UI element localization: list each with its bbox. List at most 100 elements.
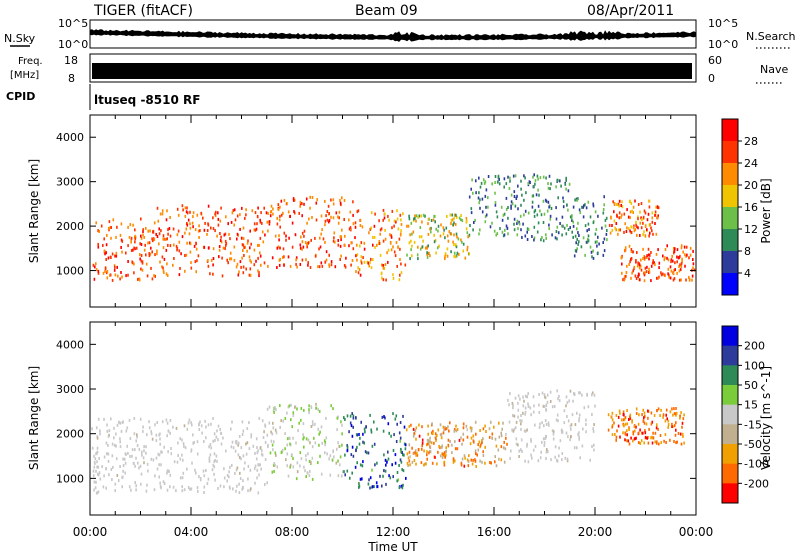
data-point [426,457,428,461]
data-point [218,255,220,259]
data-point [635,412,638,415]
data-point [334,265,337,269]
data-point [246,241,249,245]
data-point [109,255,112,259]
data-point [238,270,240,274]
data-point [320,232,322,236]
velocity-data-points [91,389,685,495]
data-point [282,211,284,215]
data-point [629,413,632,417]
velocity-x-ticks [89,322,697,515]
data-point [190,421,192,425]
data-point [345,256,347,260]
data-point [534,423,536,427]
data-point [196,440,199,444]
data-point [591,391,594,395]
data-point [643,416,645,420]
data-point [646,228,648,232]
data-point [304,469,306,473]
data-point [140,236,143,240]
data-point [135,246,138,250]
data-point [573,392,575,396]
data-point [485,213,488,217]
data-point [541,236,543,239]
data-point [545,199,548,203]
data-point [628,442,631,446]
data-point [367,261,370,265]
data-point [206,482,209,486]
data-point [673,268,675,272]
data-point [565,431,568,435]
data-point [684,253,686,257]
data-point [337,441,339,445]
data-point [107,452,110,456]
data-point [286,411,288,415]
data-point [186,206,188,210]
data-point [498,457,500,461]
data-point [637,431,640,435]
data-point [512,403,514,407]
data-point [620,204,622,207]
data-point [242,249,244,252]
data-point [612,200,614,204]
data-point [212,272,214,276]
data-point [505,432,507,436]
data-point [472,458,474,462]
data-point [471,178,473,182]
colorbar-swatch [722,365,738,386]
data-point [408,217,411,221]
data-point [257,449,259,453]
data-point [283,263,285,267]
data-point [212,257,215,260]
data-point [596,244,598,248]
data-point [585,423,587,426]
data-point [233,245,236,249]
data-point [574,198,576,202]
data-point [684,264,686,268]
data-point [340,238,342,242]
data-point [411,244,413,248]
data-point [117,479,120,483]
data-point [106,423,108,427]
data-point [455,232,458,236]
data-point [303,234,305,238]
data-point [310,460,312,464]
data-point [565,178,567,182]
data-point [592,429,595,433]
data-point [672,246,675,250]
data-point [368,231,370,235]
data-point [302,245,305,249]
data-point [129,223,132,227]
data-point [160,229,162,233]
data-point [619,411,621,415]
data-point [190,487,193,491]
data-point [228,475,230,479]
data-point [122,469,124,473]
data-point [652,232,654,236]
data-point [290,418,292,422]
data-point [343,199,346,202]
data-point [555,206,557,210]
colorbar-tick-label: 8 [744,245,751,258]
data-point [343,416,345,420]
data-point [460,238,462,242]
data-point [332,198,335,202]
data-point [383,415,385,419]
data-point [269,214,272,218]
data-point [658,266,660,270]
data-point [547,421,550,425]
data-point [175,426,178,430]
data-point [629,216,631,220]
colorbar-swatch [722,424,738,445]
data-point [250,435,252,439]
data-point [95,268,98,272]
noise-tick-high-right: 10^5 [708,17,738,30]
data-point [455,213,457,217]
data-point [682,417,685,421]
data-point [643,421,646,425]
data-point [623,276,626,280]
data-point [479,445,481,449]
data-point [646,256,648,259]
data-point [443,463,446,467]
data-point [467,459,470,463]
